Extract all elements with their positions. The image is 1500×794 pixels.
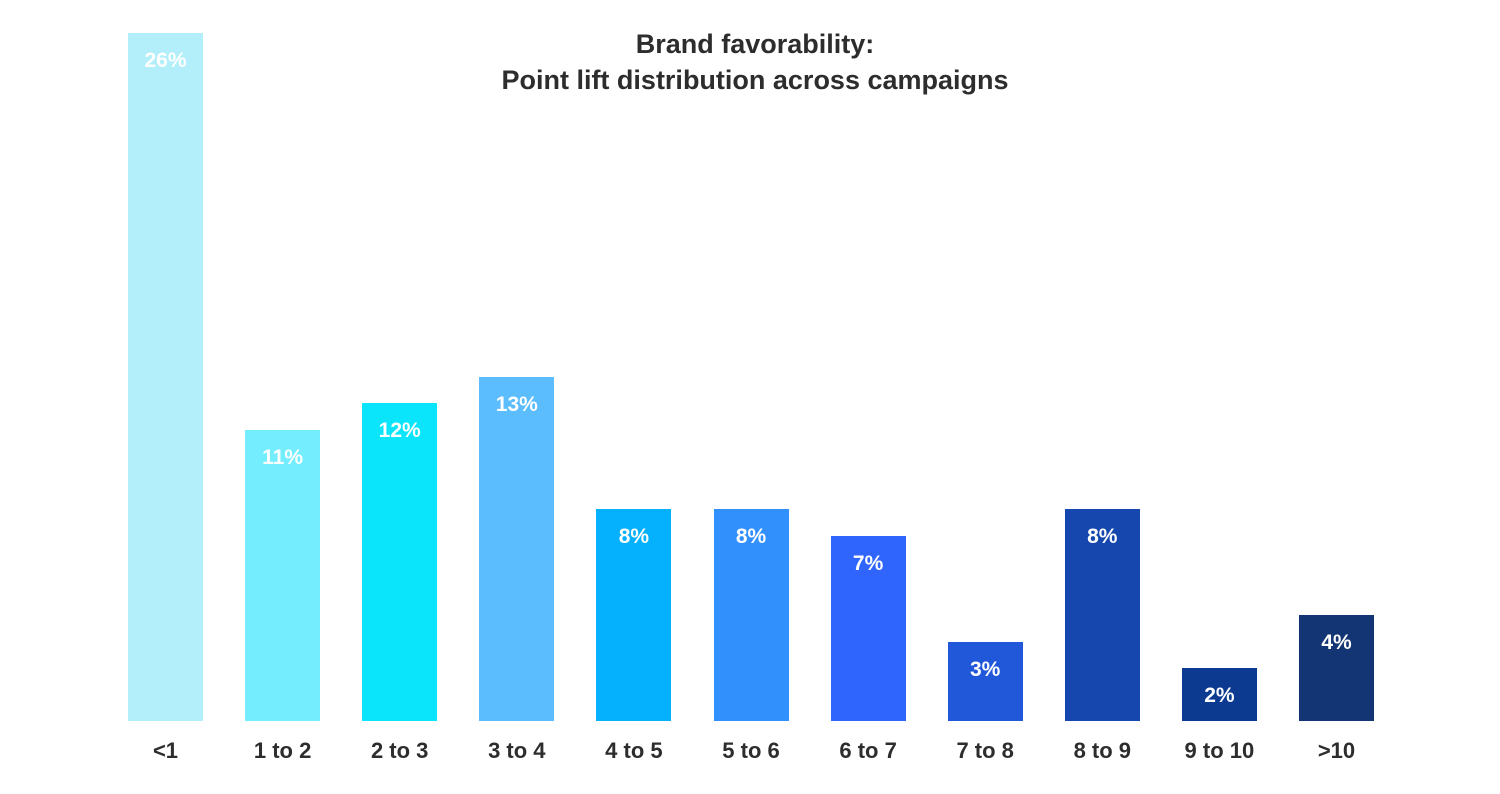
x-tick-label: 2 to 3 — [370, 738, 429, 763]
bar: 12% — [362, 403, 438, 721]
bar: 2% — [1181, 668, 1257, 721]
bar: 4% — [1299, 615, 1374, 721]
bar-value-label: 11% — [262, 445, 304, 469]
x-tick-label: 1 to 2 — [253, 738, 312, 763]
chart-title: Brand favorability: Point lift distribut… — [0, 26, 1500, 98]
bar: 13% — [479, 377, 555, 721]
bar: 11% — [245, 429, 321, 721]
bar-value-label: 4% — [1321, 631, 1352, 655]
x-tick-label: <1 — [152, 738, 179, 763]
bar: 8% — [596, 509, 672, 721]
bar-value-label: 8% — [618, 525, 650, 549]
bar: 8% — [1064, 509, 1140, 721]
x-tick-label: 8 to 9 — [1073, 738, 1132, 763]
bar: 3% — [947, 641, 1023, 721]
x-tick-label: 4 to 5 — [605, 738, 663, 763]
x-tick-label: 6 to 7 — [839, 738, 897, 763]
x-tick-label: 9 to 10 — [1184, 738, 1255, 763]
x-tick-label: 7 to 8 — [956, 738, 1014, 763]
bar-value-label: 26% — [144, 49, 187, 72]
bar-value-label: 3% — [970, 657, 1001, 681]
bar-value-label: 12% — [378, 419, 421, 443]
title-line-2: Point lift distribution across campaigns — [501, 65, 1009, 95]
x-tick-label: >10 — [1317, 738, 1356, 763]
bar: 8% — [713, 509, 789, 721]
bar: 7% — [830, 535, 906, 721]
bar-value-label: 8% — [1087, 525, 1118, 549]
bar-value-label: 7% — [852, 551, 884, 575]
bar-value-label: 13% — [495, 393, 538, 416]
x-tick-label: 5 to 6 — [722, 738, 780, 763]
bar-value-label: 8% — [735, 525, 767, 549]
x-tick-label: 3 to 4 — [488, 738, 546, 763]
bar: 26% — [128, 33, 203, 721]
title-line-1: Brand favorability: — [635, 29, 875, 59]
bar-value-label: 2% — [1204, 684, 1235, 708]
